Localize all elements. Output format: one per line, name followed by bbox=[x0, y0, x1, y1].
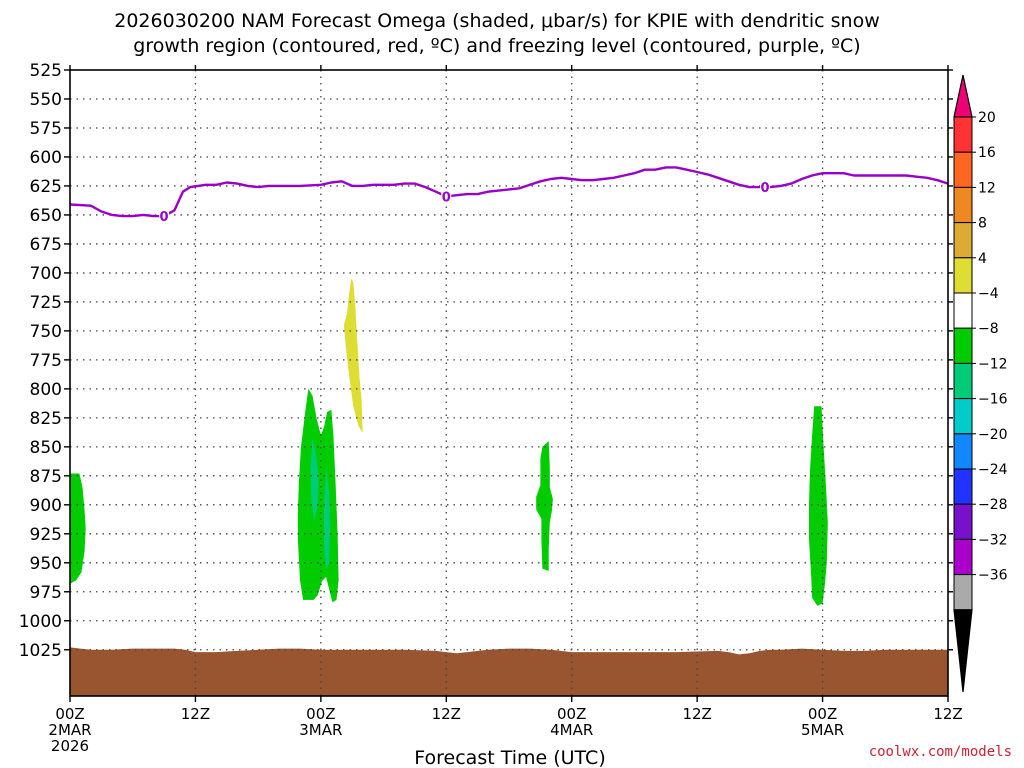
y-tick-label-575: 575 bbox=[30, 119, 62, 139]
y-tick-label-525: 525 bbox=[30, 61, 62, 81]
terrain-fill bbox=[70, 647, 948, 696]
chart-title-line-2: growth region (contoured, red, ºC) and f… bbox=[133, 35, 860, 57]
y-tick-label-600: 600 bbox=[30, 148, 62, 168]
colorbar-box-4 bbox=[953, 222, 973, 259]
y-tick-label-725: 725 bbox=[30, 293, 62, 313]
y-tick-label-675: 675 bbox=[30, 235, 62, 255]
freezing-level-contour bbox=[70, 166, 948, 218]
plot-frame bbox=[69, 69, 949, 697]
y-tick-label-975: 975 bbox=[30, 583, 62, 603]
freezing-label-bg-1 bbox=[159, 208, 170, 225]
omega-region-2 bbox=[70, 473, 86, 584]
freezing-label-bg-2 bbox=[441, 188, 452, 205]
colorbar-box-1 bbox=[953, 116, 973, 153]
y-tick-label-700: 700 bbox=[30, 264, 62, 284]
y-tick-label-925: 925 bbox=[30, 525, 62, 545]
y-tick-label-950: 950 bbox=[30, 554, 62, 574]
x-tick-label-24-1: 3MAR bbox=[299, 721, 342, 739]
colorbar-label-12: −28 bbox=[978, 497, 1008, 513]
colorbar-label-3: 12 bbox=[978, 180, 996, 196]
freezing-level-label-3: 0 bbox=[761, 181, 770, 196]
x-tick-label-48-1: 4MAR bbox=[550, 721, 593, 739]
colorbar-label-6: −4 bbox=[978, 286, 999, 302]
plot-area: 0 0 0 bbox=[69, 69, 949, 697]
y-tick-label-1025: 1025 bbox=[19, 641, 62, 661]
omega-region-5 bbox=[324, 467, 331, 570]
colorbar-box-2 bbox=[953, 151, 973, 188]
y-tick-label-900: 900 bbox=[30, 496, 62, 516]
credit-text: coolwx.com/models bbox=[869, 744, 1012, 760]
colorbar-box-11 bbox=[953, 468, 973, 505]
x-tick-label-0-1: 2MAR bbox=[48, 721, 91, 739]
y-tick-label-775: 775 bbox=[30, 351, 62, 371]
colorbar-label-2: 16 bbox=[978, 145, 996, 161]
y-tick-label-875: 875 bbox=[30, 467, 62, 487]
colorbar-box-12 bbox=[953, 503, 973, 540]
omega-region-6 bbox=[536, 441, 553, 571]
colorbar-box-8 bbox=[953, 362, 973, 400]
x-tick-label-0-2: 2026 bbox=[51, 737, 89, 755]
colorbar-label-14: −36 bbox=[978, 568, 1008, 584]
y-tick-label-550: 550 bbox=[30, 90, 62, 110]
colorbar-box-3 bbox=[953, 186, 973, 224]
colorbar-box-9 bbox=[953, 398, 973, 435]
y-tick-label-850: 850 bbox=[30, 438, 62, 458]
x-tick-label-72-1: 5MAR bbox=[801, 721, 844, 739]
x-tick-label-60-0: 12Z bbox=[682, 705, 711, 723]
colorbar-label-10: −20 bbox=[978, 427, 1008, 443]
y-tick-label-825: 825 bbox=[30, 409, 62, 429]
y-tick-label-800: 800 bbox=[30, 380, 62, 400]
y-tick-label-625: 625 bbox=[30, 177, 62, 197]
x-tick-label-72-0: 00Z bbox=[808, 705, 837, 723]
colorbar-label-5: 4 bbox=[978, 251, 987, 267]
colorbar-box-13 bbox=[953, 538, 973, 576]
colorbar-bottom-arrow bbox=[953, 609, 973, 693]
x-tick-label-24-0: 00Z bbox=[306, 705, 335, 723]
colorbar-box-5 bbox=[953, 257, 973, 294]
omega-region-7 bbox=[809, 406, 828, 606]
y-tick-label-650: 650 bbox=[30, 206, 62, 226]
colorbar-box-14 bbox=[953, 574, 973, 611]
colorbar-label-11: −24 bbox=[978, 462, 1008, 478]
y-axis-tick-labels: 525 550 575 600 625 650 675 700 725 750 775 800 825 8… bbox=[19, 61, 953, 661]
omega-region-1 bbox=[343, 278, 363, 433]
y-tick-label-1000: 1000 bbox=[19, 612, 62, 632]
colorbar-box-6 bbox=[953, 292, 973, 329]
freezing-label-bg-3 bbox=[760, 179, 771, 196]
x-tick-label-36-0: 12Z bbox=[432, 705, 461, 723]
y-tick-label-750: 750 bbox=[30, 322, 62, 342]
colorbar-label-9: −16 bbox=[978, 392, 1008, 408]
x-tick-label-48-0: 00Z bbox=[557, 705, 586, 723]
colorbar-box-7 bbox=[953, 327, 973, 364]
freezing-level-label-2: 0 bbox=[442, 190, 451, 205]
plot-content: 0 0 0 bbox=[70, 70, 948, 696]
x-tick-label-84-0: 12Z bbox=[933, 705, 962, 723]
x-axis-label: Forecast Time (UTC) bbox=[414, 747, 605, 768]
colorbar-label-4: 8 bbox=[978, 216, 987, 232]
chart-title-line-1: 2026030200 NAM Forecast Omega (shaded, μ… bbox=[114, 10, 879, 32]
colorbar-label-8: −12 bbox=[978, 356, 1008, 372]
x-tick-label-0-0: 00Z bbox=[55, 705, 84, 723]
omega-region-4 bbox=[310, 437, 319, 523]
colorbar-label-13: −32 bbox=[978, 532, 1008, 548]
freezing-level-label-1: 0 bbox=[160, 210, 169, 225]
colorbar-label-1: 20 bbox=[978, 110, 996, 126]
colorbar: 20 16 12 8 4 −4 −8 −12 −16 −20 −24 −28 −32 −36 bbox=[953, 74, 1008, 693]
colorbar-box-10 bbox=[953, 433, 973, 470]
colorbar-label-7: −8 bbox=[978, 321, 999, 337]
x-tick-label-12-0: 12Z bbox=[181, 705, 210, 723]
